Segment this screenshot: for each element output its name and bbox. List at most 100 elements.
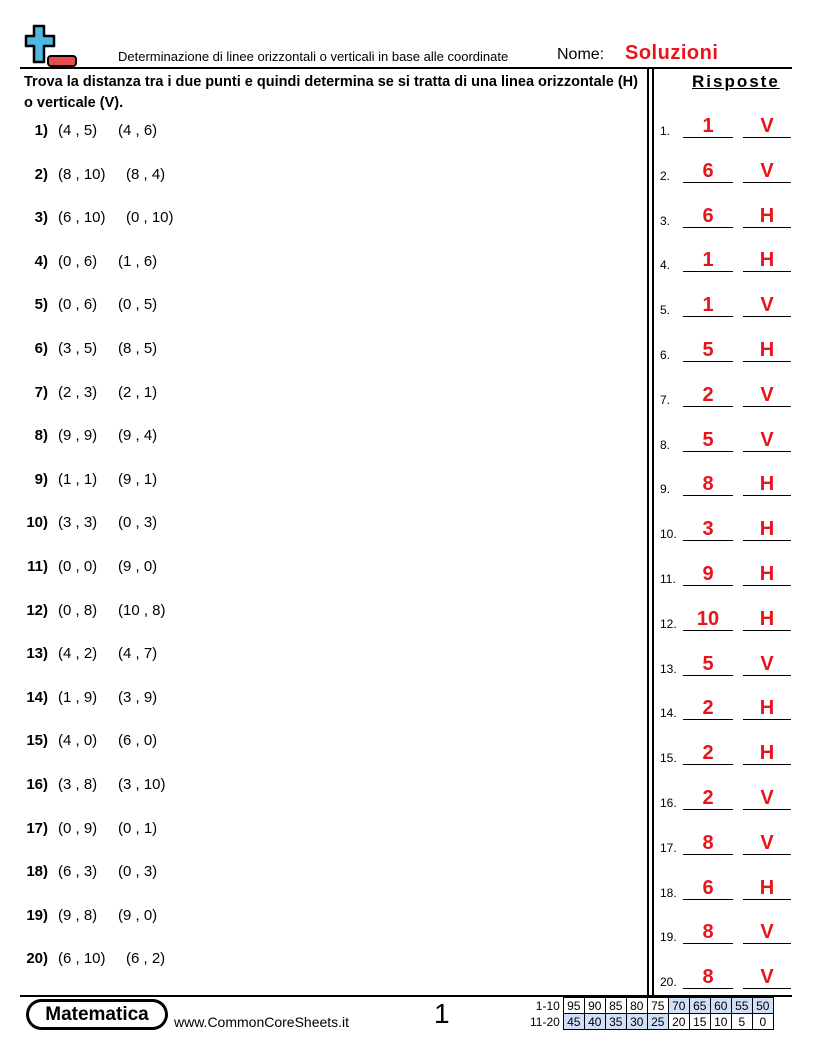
line-type-answer: V <box>743 385 791 407</box>
problem-number: 10) <box>26 514 48 532</box>
problem-number: 13) <box>26 645 48 663</box>
problem-row: 10) (3 , 3) (0 , 3) <box>0 514 816 534</box>
worksheet-title: Determinazione di linee orizzontali o ve… <box>118 49 509 64</box>
problem-number: 7) <box>34 383 48 401</box>
score-cell: 95 <box>562 997 585 1014</box>
score-cell: 55 <box>730 997 753 1014</box>
answer-row: 1. 1 V <box>660 116 800 140</box>
score-cell: 90 <box>583 997 606 1014</box>
score-cell: 15 <box>688 1013 711 1030</box>
point-a: (3 , 3) <box>58 514 98 532</box>
answer-number: 7. <box>660 392 671 407</box>
problem-number: 5) <box>34 296 48 314</box>
problem-number: 11) <box>27 558 48 575</box>
point-a: (4 , 0) <box>58 732 98 750</box>
answer-number: 18. <box>660 885 677 900</box>
distance-answer: 2 <box>683 698 733 721</box>
answer-row: 20. 8 V <box>660 967 800 991</box>
problem-number: 19) <box>26 906 48 924</box>
answer-row: 8. 5 V <box>660 430 800 454</box>
score-cell: 25 <box>646 1013 669 1030</box>
answer-number: 20. <box>660 975 677 990</box>
score-cell: 75 <box>646 997 669 1014</box>
answer-row: 5. 1 V <box>660 295 800 319</box>
answer-number: 11. <box>660 572 676 586</box>
point-a: (3 , 8) <box>58 776 98 793</box>
answer-number: 10. <box>660 527 677 542</box>
problem-number: 15) <box>26 732 48 750</box>
answer-number: 14. <box>660 706 677 721</box>
score-cell: 0 <box>751 1013 774 1030</box>
answer-row: 4. 1 H <box>660 250 800 274</box>
problem-row: 3) (6 , 10) (0 , 10) <box>0 209 816 229</box>
problem-number: 2) <box>34 165 48 183</box>
answer-row: 12. 10 H <box>660 609 800 633</box>
score-cell: 65 <box>688 997 711 1014</box>
point-a: (9 , 9) <box>58 427 98 445</box>
point-b: (1 , 6) <box>118 252 158 270</box>
problem-number: 12) <box>26 601 48 619</box>
problem-row: 16) (3 , 8) (3 , 10) <box>0 776 816 796</box>
problem-number: 14) <box>26 688 48 706</box>
score-cell: 5 <box>730 1013 753 1030</box>
answer-row: 18. 6 H <box>660 878 800 902</box>
score-cell: 80 <box>625 997 648 1014</box>
line-type-answer: H <box>743 878 791 900</box>
score-table: 1-10 95 90 85 80 75 70 65 60 55 50 11-20 45 40 35 30 25 2… <box>527 997 774 1030</box>
answer-number: 6. <box>660 348 671 362</box>
distance-answer: 8 <box>683 474 733 497</box>
answer-row: 2. 6 V <box>660 161 800 185</box>
point-a: (0 , 0) <box>58 558 98 575</box>
answer-row: 9. 8 H <box>660 474 800 498</box>
problem-row: 18) (6 , 3) (0 , 3) <box>0 863 816 883</box>
point-a: (4 , 2) <box>58 645 98 663</box>
answer-row: 15. 2 H <box>660 743 800 767</box>
line-type-answer: H <box>743 519 791 542</box>
page-number: 1 <box>434 998 450 1029</box>
line-type-answer: H <box>743 340 791 362</box>
problem-row: 13) (4 , 2) (4 , 7) <box>0 645 816 665</box>
score-cell: 20 <box>667 1013 690 1030</box>
problem-row: 20) (6 , 10) (6 , 2) <box>0 950 816 970</box>
score-cell: 35 <box>604 1013 627 1030</box>
problem-row: 8) (9 , 9) (9 , 4) <box>0 427 816 447</box>
answer-row: 13. 5 V <box>660 654 800 678</box>
distance-answer: 5 <box>683 430 733 452</box>
line-type-answer: H <box>743 206 791 228</box>
score-cell: 10 <box>709 1013 732 1030</box>
problem-number: 6) <box>34 340 48 357</box>
problem-number: 4) <box>34 252 48 270</box>
name-label: Nome: <box>557 46 605 63</box>
score-row-label: 11-20 <box>530 1014 560 1029</box>
point-b: (3 , 9) <box>118 688 158 706</box>
answer-number: 19. <box>660 930 677 945</box>
answer-number: 2. <box>660 168 671 183</box>
distance-answer: 6 <box>683 206 733 228</box>
distance-answer: 8 <box>683 922 733 945</box>
distance-answer: 2 <box>683 385 733 407</box>
name-value: Soluzioni <box>625 42 719 64</box>
score-row: 1-10 95 90 85 80 75 70 65 60 55 50 <box>527 997 774 1014</box>
problem-row: 4) (0 , 6) (1 , 6) <box>0 253 816 273</box>
score-cell: 45 <box>562 1013 585 1030</box>
problem-row: 5) (0 , 6) (0 , 5) <box>0 296 816 316</box>
line-type-answer: H <box>743 564 791 586</box>
distance-answer: 2 <box>683 788 733 810</box>
distance-answer: 5 <box>683 340 733 362</box>
problem-row: 11) (0 , 0) (9 , 0) <box>0 558 816 578</box>
answer-number: 12. <box>660 616 677 631</box>
answer-row: 14. 2 H <box>660 698 800 722</box>
point-b: (9 , 0) <box>118 906 158 924</box>
point-b: (4 , 7) <box>118 645 158 663</box>
line-type-answer: V <box>743 295 791 318</box>
distance-answer: 9 <box>683 564 733 586</box>
distance-answer: 8 <box>683 967 733 990</box>
answers-title: Risposte <box>692 72 780 91</box>
point-b: (0 , 5) <box>118 296 158 314</box>
point-a: (0 , 9) <box>58 819 98 837</box>
score-cell: 85 <box>604 997 627 1014</box>
point-a: (2 , 3) <box>58 383 98 401</box>
point-a: (0 , 6) <box>58 252 98 270</box>
divider <box>20 995 792 997</box>
problem-row: 9) (1 , 1) (9 , 1) <box>0 471 816 491</box>
